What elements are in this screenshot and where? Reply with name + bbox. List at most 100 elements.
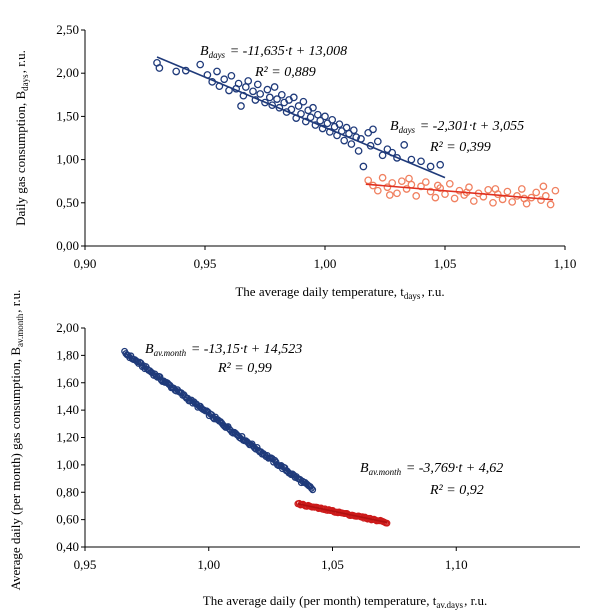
data-point bbox=[402, 185, 411, 193]
data-point bbox=[340, 136, 349, 145]
data-point bbox=[347, 140, 356, 148]
trend-line bbox=[365, 183, 554, 201]
data-point bbox=[431, 193, 440, 202]
data-point bbox=[196, 60, 205, 69]
x-axis-label: The average daily temperature, tdays , r… bbox=[235, 284, 444, 301]
y-tick-label: 1,50 bbox=[56, 108, 79, 123]
data-point bbox=[273, 95, 281, 103]
y-tick-label: 0,60 bbox=[56, 512, 79, 527]
data-point bbox=[277, 90, 286, 99]
data-point bbox=[537, 196, 545, 205]
chart-top: 0,00 0,50 1,00 1,50 2,00 2,50 0,90 0,95 1,00 1,05… bbox=[13, 22, 576, 301]
data-point bbox=[289, 93, 298, 102]
data-point bbox=[369, 125, 377, 134]
data-point bbox=[400, 141, 409, 149]
data-point bbox=[316, 116, 325, 125]
y-axis-label: Average daily (per month) gas consumptio… bbox=[8, 290, 25, 591]
data-point bbox=[213, 67, 221, 76]
data-point bbox=[417, 157, 425, 166]
r-squared-label: R² = 0,92 bbox=[429, 483, 484, 498]
series-2 bbox=[294, 499, 391, 527]
data-point bbox=[445, 179, 454, 188]
data-point bbox=[426, 187, 435, 196]
data-point bbox=[253, 80, 262, 89]
data-point bbox=[503, 187, 512, 196]
data-point bbox=[328, 116, 337, 124]
series-1 bbox=[121, 347, 317, 494]
y-tick-label: 1,60 bbox=[56, 375, 79, 390]
x-tick-label: 0,90 bbox=[74, 256, 97, 271]
data-point bbox=[359, 162, 368, 171]
y-tick-label: 1,80 bbox=[56, 347, 79, 362]
x-tick-label: 1,05 bbox=[321, 557, 344, 572]
y-tick-label: 0,50 bbox=[56, 195, 79, 210]
data-point bbox=[450, 194, 459, 203]
data-point bbox=[489, 198, 497, 207]
x-tick-label: 1,10 bbox=[445, 557, 468, 572]
data-point bbox=[539, 182, 548, 191]
x-tick-label: 1,10 bbox=[554, 256, 577, 271]
data-point bbox=[261, 98, 269, 107]
trend-line bbox=[124, 351, 314, 491]
data-point bbox=[249, 87, 257, 96]
y-tick-label: 0,00 bbox=[56, 238, 79, 253]
x-tick-label: 1,00 bbox=[314, 256, 337, 271]
r-squared-label: R² = 0,399 bbox=[429, 140, 491, 155]
data-point bbox=[469, 197, 478, 205]
data-point bbox=[426, 162, 435, 171]
data-point bbox=[306, 113, 315, 122]
data-point bbox=[541, 192, 550, 200]
data-point bbox=[383, 183, 392, 192]
data-point bbox=[294, 102, 303, 110]
data-point bbox=[152, 372, 160, 380]
data-point bbox=[364, 176, 373, 185]
trend-equation: Bdays = -2,301·t + 3,055 bbox=[390, 119, 524, 135]
chart-bottom: 0,40 0,60 0,80 1,00 1,20 1,40 1,60 1,80 2,00 0,95… bbox=[8, 290, 580, 610]
y-tick-label: 1,40 bbox=[56, 402, 79, 417]
data-point bbox=[397, 177, 406, 186]
y-tick-label: 1,00 bbox=[56, 152, 79, 167]
data-point bbox=[393, 189, 401, 198]
data-point bbox=[309, 103, 317, 112]
data-point bbox=[155, 64, 164, 72]
r-squared-label: R² = 0,99 bbox=[217, 361, 272, 376]
data-point bbox=[520, 194, 529, 203]
y-tick-label: 1,00 bbox=[56, 457, 79, 472]
data-point bbox=[263, 85, 272, 94]
data-point bbox=[373, 186, 382, 195]
data-point bbox=[354, 147, 363, 155]
data-point bbox=[373, 137, 382, 146]
data-point bbox=[301, 117, 310, 126]
x-axis-label: The average daily (per month) temperatur… bbox=[203, 593, 487, 610]
data-point bbox=[393, 154, 401, 162]
x-tick-label: 0,95 bbox=[194, 256, 217, 271]
data-point bbox=[335, 120, 344, 129]
data-point bbox=[237, 102, 245, 110]
x-tick-label: 1,00 bbox=[197, 557, 220, 572]
data-point bbox=[385, 191, 394, 199]
data-point bbox=[307, 484, 315, 492]
data-point bbox=[309, 486, 317, 494]
trend-equation: Bav.month = -3,769·t + 4,62 bbox=[360, 461, 503, 477]
data-point bbox=[433, 181, 442, 190]
data-point bbox=[436, 160, 445, 169]
data-point bbox=[498, 195, 507, 204]
trend-line bbox=[297, 503, 388, 524]
data-point bbox=[508, 198, 517, 206]
data-point bbox=[546, 200, 555, 209]
y-tick-label: 0,40 bbox=[56, 539, 79, 554]
data-point bbox=[321, 112, 329, 121]
data-point bbox=[378, 173, 387, 182]
data-point bbox=[441, 190, 449, 199]
x-tick-label: 0,95 bbox=[74, 557, 97, 572]
data-point bbox=[532, 188, 541, 197]
data-point bbox=[265, 93, 274, 102]
trend-equation: Bav.month = -13,15·t + 14,523 bbox=[145, 342, 302, 358]
data-point bbox=[227, 71, 236, 80]
data-point bbox=[234, 79, 243, 88]
data-point bbox=[551, 186, 560, 195]
trend-line bbox=[156, 56, 446, 179]
series-2 bbox=[364, 173, 560, 209]
data-point bbox=[268, 101, 277, 110]
y-tick-label: 2,00 bbox=[56, 65, 79, 80]
